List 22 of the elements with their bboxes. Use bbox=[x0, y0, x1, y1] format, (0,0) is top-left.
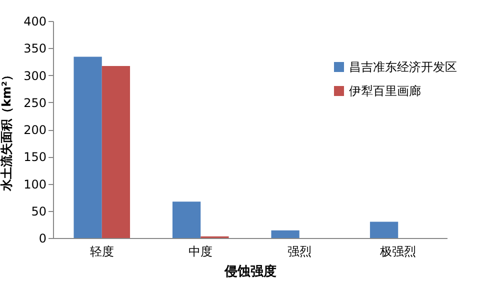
x-tick-label: 极强烈 bbox=[379, 244, 416, 258]
y-tick-label: 400 bbox=[24, 14, 46, 28]
bar bbox=[172, 202, 201, 238]
y-tick-label: 50 bbox=[31, 204, 46, 218]
legend-label: 昌吉准东经济开发区 bbox=[349, 60, 457, 74]
y-axis-title: 水土流失面积（km²） bbox=[0, 69, 14, 192]
bar bbox=[370, 222, 398, 238]
x-axis-title: 侵蚀强度 bbox=[224, 264, 276, 280]
x-tick-label: 强烈 bbox=[287, 244, 312, 258]
x-tick-label: 中度 bbox=[188, 244, 213, 258]
y-tick-label: 150 bbox=[24, 150, 46, 164]
y-tick-label: 100 bbox=[24, 177, 46, 192]
y-tick-label: 350 bbox=[24, 42, 46, 56]
bar bbox=[102, 66, 130, 238]
bar bbox=[74, 56, 102, 238]
x-tick-label: 轻度 bbox=[90, 244, 114, 258]
y-tick-label: 0 bbox=[38, 232, 46, 246]
y-tick-label: 300 bbox=[24, 68, 46, 83]
y-tick-label: 200 bbox=[24, 123, 46, 137]
y-tick-label: 250 bbox=[24, 96, 46, 110]
bar bbox=[271, 230, 300, 238]
legend-label: 伊犁百里画廊 bbox=[349, 84, 421, 98]
